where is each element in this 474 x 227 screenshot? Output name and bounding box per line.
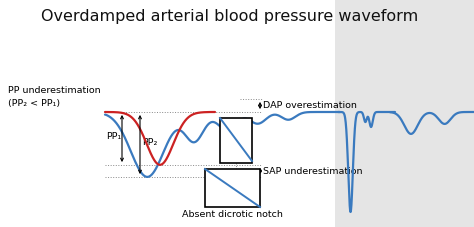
Text: SAP underestimation: SAP underestimation — [263, 166, 363, 175]
Text: PP₁: PP₁ — [106, 132, 121, 141]
Bar — [335, 0, 474, 227]
Text: Overdamped arterial blood pressure waveform: Overdamped arterial blood pressure wavef… — [41, 9, 419, 24]
Text: PP₂: PP₂ — [142, 138, 157, 147]
Text: Absent dicrotic notch: Absent dicrotic notch — [182, 210, 283, 219]
Bar — [205, 169, 260, 207]
Text: DAP overestimation: DAP overestimation — [263, 101, 357, 110]
Text: PP underestimation
(PP₂ < PP₁): PP underestimation (PP₂ < PP₁) — [8, 86, 100, 108]
Bar — [220, 118, 252, 163]
